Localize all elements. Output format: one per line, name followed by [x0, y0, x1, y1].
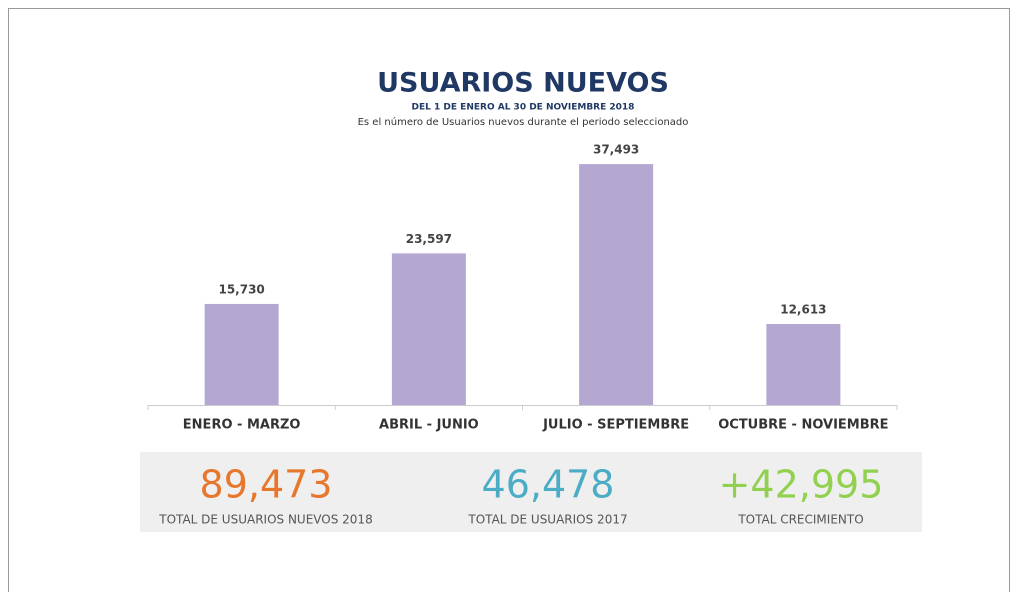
x-tick-label: ABRIL - JUNIO	[379, 418, 479, 433]
chart-description: Es el número de Usuarios nuevos durante …	[358, 116, 689, 128]
bar	[391, 253, 466, 405]
summary-value: 46,478	[482, 463, 615, 507]
summary-panel	[140, 452, 922, 532]
summary-value: 89,473	[200, 463, 333, 507]
x-tick-label: OCTUBRE - NOVIEMBRE	[718, 418, 888, 433]
bar	[204, 303, 279, 405]
x-tick-label: JULIO - SEPTIEMBRE	[542, 418, 689, 433]
bar	[579, 164, 654, 405]
data-label: 37,493	[593, 143, 639, 157]
chart-title: USUARIOS NUEVOS	[377, 68, 669, 99]
x-tick-label: ENERO - MARZO	[183, 418, 301, 433]
summary-label: TOTAL DE USUARIOS NUEVOS 2018	[158, 513, 372, 527]
chart-subtitle: DEL 1 DE ENERO AL 30 DE NOVIEMBRE 2018	[412, 103, 635, 113]
summary-label: TOTAL DE USUARIOS 2017	[467, 513, 627, 527]
bar	[766, 323, 841, 405]
data-label: 15,730	[218, 282, 264, 296]
data-label: 23,597	[406, 232, 452, 246]
summary-label: TOTAL CRECIMIENTO	[737, 513, 863, 527]
data-label: 12,613	[780, 302, 826, 316]
summary-value: +42,995	[719, 463, 884, 507]
